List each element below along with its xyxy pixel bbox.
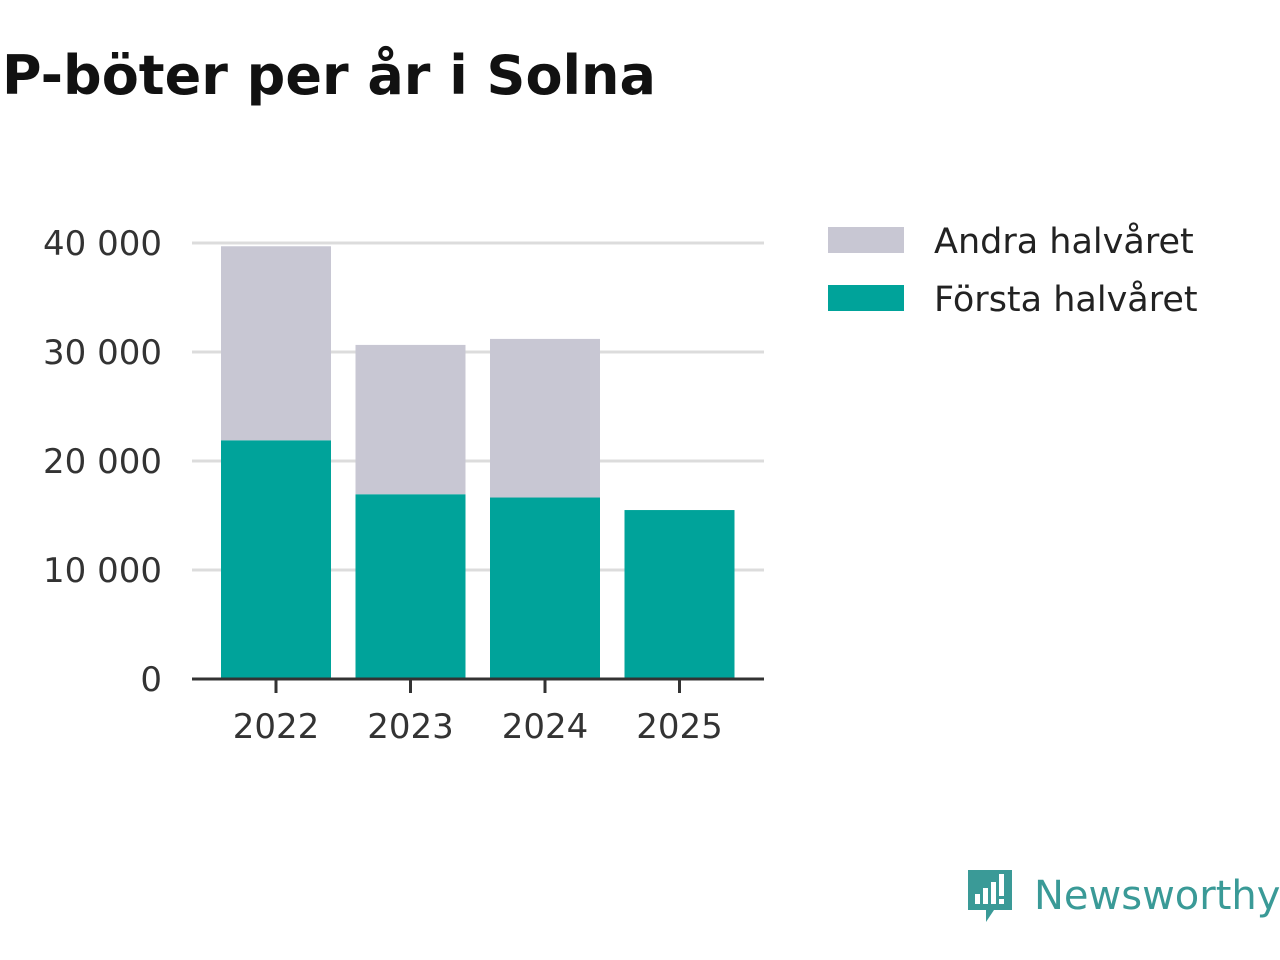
bar-second-half-2022: [221, 246, 331, 441]
bars: [221, 246, 735, 679]
x-tick-label: 2023: [367, 707, 454, 747]
x-axis: [192, 677, 764, 693]
x-axis-tick-labels: 2022 2023 2024 2025: [233, 707, 723, 747]
bar-second-half-2023: [355, 344, 466, 495]
bar-first-half-2022: [221, 440, 331, 679]
x-tick-label: 2025: [636, 707, 723, 747]
bar-first-half-2024: [490, 497, 600, 679]
bar-first-half-2025: [624, 510, 735, 679]
legend-label: Första halvåret: [934, 279, 1198, 320]
brand-logo: Newsworthy: [964, 866, 1280, 926]
x-tick-label: 2022: [233, 707, 320, 747]
legend-label: Andra halvåret: [934, 221, 1194, 262]
y-tick-label: 0: [140, 660, 162, 700]
y-tick-label: 20 000: [43, 442, 162, 482]
bar-first-half-2023: [355, 494, 466, 679]
brand-name: Newsworthy: [1034, 873, 1280, 919]
y-axis-tick-labels: 0 10 000 20 000 30 000 40 000: [43, 224, 162, 700]
legend-swatch: [828, 227, 904, 253]
chart-title: P-böter per år i Solna: [2, 44, 656, 107]
newsworthy-logo-icon: [968, 870, 1012, 922]
y-tick-label: 40 000: [43, 224, 162, 264]
bar-second-half-2024: [490, 338, 600, 498]
y-tick-label: 10 000: [43, 551, 162, 591]
x-tick-label: 2024: [502, 707, 589, 747]
legend: Andra halvåret Första halvåret: [828, 221, 1198, 320]
legend-swatch: [828, 285, 904, 311]
y-tick-label: 30 000: [43, 333, 162, 373]
